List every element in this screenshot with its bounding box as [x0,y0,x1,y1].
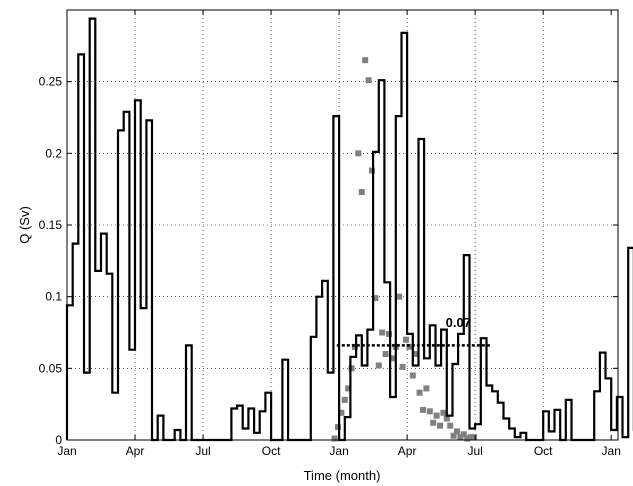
y-axis-tick-labels: 0 0.05 0.1 0.15 0.2 0.25 [39,75,63,447]
scatter-point [471,434,478,441]
y-tick-label: 0.25 [39,75,63,89]
axis-ticks [66,10,618,441]
x-axis-label: Time (month) [304,468,381,483]
y-axis-label: Q (Sv) [17,206,32,244]
scatter-point [426,408,433,415]
scatter-point [406,343,413,350]
y-tick-label: 0.15 [39,218,63,232]
scatter-point [409,372,416,379]
scatter-point [355,150,362,157]
x-tick-label: Jan [57,444,76,458]
scatter-point [396,293,403,300]
scatter-point [440,409,447,416]
scatter-point [362,57,369,64]
scatter-point [389,355,396,362]
y-tick-label: 0.2 [45,146,62,160]
x-axis-tick-labels: Jan Apr Jul Oct Jan Apr Jul Oct Jan [57,444,621,458]
scatter-point [375,362,382,369]
x-tick-label: Oct [262,444,281,458]
reference-annotation: 0.07 [446,315,471,330]
scatter-point [379,329,386,336]
x-tick-label: Jul [195,444,210,458]
x-tick-label: Jan [329,444,348,458]
scatter-point [454,428,461,435]
scatter-point [413,351,420,357]
y-tick-label: 0 [55,433,62,447]
y-tick-label: 0.1 [45,290,62,304]
scatter-point [368,167,375,174]
scatter-point [372,295,379,302]
scatter-point [443,415,450,422]
scatter-point [430,419,437,426]
x-tick-label: Apr [126,444,145,458]
y-tick-label: 0.05 [39,361,63,375]
scatter-point [447,422,454,429]
scatter-point [450,432,457,439]
scatter-point [423,385,430,392]
scatter-point [460,431,467,438]
scatter-point [385,330,392,337]
scatter-point [419,406,426,413]
scatter-point [399,363,406,370]
x-tick-label: Oct [534,444,553,458]
scatter-point [341,396,348,403]
scatter-point [345,385,352,392]
scatter-point [382,351,389,357]
scatter-point [338,409,345,416]
x-tick-label: Apr [398,444,417,458]
scatter-point [351,343,358,350]
scatter-series [331,57,478,442]
scatter-point [402,336,409,343]
scatter-point [365,77,372,84]
scatter-point [433,412,440,419]
scatter-point [348,365,355,372]
scatter-point [358,189,365,196]
x-tick-label: Jul [467,444,482,458]
scatter-point [464,435,471,442]
scatter-point [457,434,464,441]
scatter-point [416,389,423,396]
scatter-point [467,434,474,441]
scatter-point [334,424,341,431]
plot-background [67,10,618,440]
scatter-point [331,435,338,442]
x-tick-label: Jan [602,444,621,458]
scatter-point [437,422,444,429]
